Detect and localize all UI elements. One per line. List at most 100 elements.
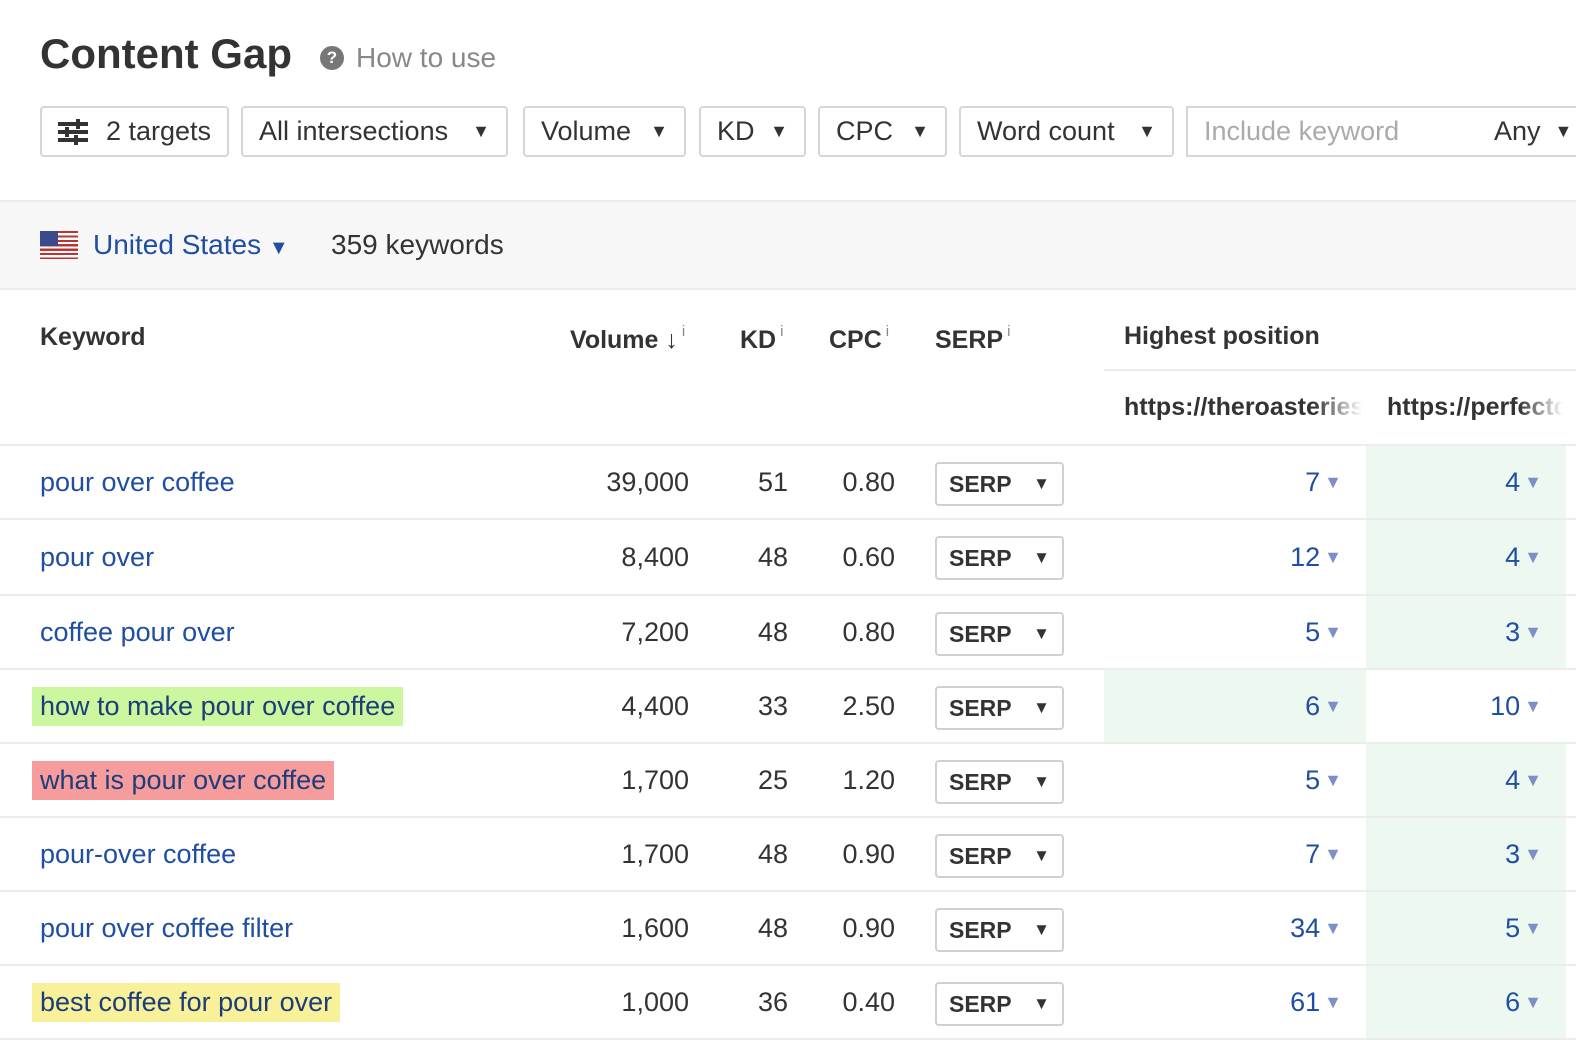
volume-filter[interactable]: Volume ▼ — [523, 106, 686, 157]
target1-position[interactable]: 5 ▼ — [1104, 744, 1366, 816]
country-dropdown[interactable]: United States ▼ — [93, 229, 289, 261]
caret-down-icon: ▼ — [1524, 695, 1542, 716]
serp-label: SERP — [949, 990, 1012, 1017]
cpc-header[interactable]: CPC i — [829, 323, 889, 355]
table-row: pour-over coffee 1,700 48 0.90 SERP ▼ 7 ▼ … — [0, 818, 1576, 892]
target2-header: https://perfectdailygrind.com — [1387, 393, 1563, 421]
intersections-dropdown[interactable]: All intersections ▼ — [241, 106, 508, 157]
cpc-cell: 0.60 — [842, 541, 895, 572]
serp-button[interactable]: SERP ▼ — [935, 536, 1064, 580]
how-to-use-link[interactable]: How to use — [356, 42, 497, 73]
caret-down-icon: ▼ — [1033, 846, 1050, 865]
keyword-link[interactable]: what is pour over coffee — [32, 760, 335, 800]
keyword-cell: how to make pour over coffee — [32, 670, 404, 742]
caret-down-icon: ▼ — [1524, 991, 1542, 1012]
position-value: 3 — [1505, 616, 1521, 647]
caret-down-icon: ▼ — [1324, 769, 1342, 790]
table-row: coffee pour over 7,200 48 0.80 SERP ▼ 5 ▼ … — [0, 596, 1576, 670]
keyword-link[interactable]: how to make pour over coffee — [32, 686, 404, 726]
keyword-cell: best coffee for pour over — [32, 966, 341, 1038]
serp-label: SERP — [949, 916, 1012, 943]
table-row: best coffee for pour over 1,000 36 0.40 … — [0, 966, 1576, 1040]
caret-down-icon: ▼ — [1033, 994, 1050, 1013]
include-keyword-input[interactable] — [1204, 116, 1474, 147]
question-circle-icon[interactable]: ? — [320, 46, 344, 70]
volume-cell: 1,000 — [621, 986, 689, 1017]
table-row: what is pour over coffee 1,700 25 1.20 S… — [0, 744, 1576, 818]
serp-button[interactable]: SERP ▼ — [935, 908, 1064, 952]
info-icon: i — [1007, 323, 1011, 340]
caret-down-icon: ▼ — [1324, 695, 1342, 716]
keyword-link[interactable]: coffee pour over — [40, 616, 235, 647]
targets-button[interactable]: 2 targets — [40, 106, 229, 157]
serp-button[interactable]: SERP ▼ — [935, 982, 1064, 1026]
target1-position[interactable]: 34 ▼ — [1104, 892, 1366, 964]
info-icon: i — [780, 323, 784, 340]
kd-filter[interactable]: KD ▼ — [699, 106, 806, 157]
position-value: 10 — [1490, 690, 1521, 721]
target2-position[interactable]: 3 ▼ — [1366, 596, 1566, 668]
caret-down-icon: ▼ — [770, 121, 788, 141]
caret-down-icon: ▼ — [1524, 843, 1542, 864]
caret-down-icon: ▼ — [1524, 621, 1542, 642]
kd-header[interactable]: KD i — [740, 323, 783, 355]
targets-label: 2 targets — [105, 116, 211, 146]
serp-header-label: SERP — [935, 326, 1004, 354]
include-mode-dropdown[interactable]: Any — [1494, 116, 1541, 146]
serp-label: SERP — [949, 694, 1012, 721]
cpc-filter[interactable]: CPC ▼ — [818, 106, 947, 157]
caret-down-icon: ▼ — [1524, 471, 1542, 492]
target2-position[interactable]: 3 ▼ — [1366, 818, 1566, 890]
position-value: 7 — [1305, 838, 1321, 869]
keywords-count: 359 keywords — [331, 229, 504, 260]
volume-cell: 39,000 — [606, 466, 689, 497]
sort-desc-icon: ↓ — [665, 326, 678, 354]
kd-cell: 33 — [757, 690, 788, 721]
serp-button[interactable]: SERP ▼ — [935, 462, 1064, 506]
target1-position[interactable]: 6 ▼ — [1104, 670, 1366, 742]
caret-down-icon: ▼ — [1554, 121, 1573, 141]
target2-position[interactable]: 4 ▼ — [1366, 744, 1566, 816]
keyword-link[interactable]: pour over coffee filter — [40, 912, 294, 943]
location-bar — [0, 200, 1576, 290]
target1-position[interactable]: 7 ▼ — [1104, 446, 1366, 518]
include-keyword-filter: Any ▼ — [1186, 106, 1576, 157]
target2-position[interactable]: 6 ▼ — [1366, 966, 1566, 1038]
cpc-label: CPC — [836, 116, 894, 146]
position-value: 3 — [1505, 838, 1521, 869]
keyword-link[interactable]: pour over — [40, 541, 155, 572]
info-icon: i — [885, 323, 890, 340]
serp-button[interactable]: SERP ▼ — [935, 760, 1064, 804]
cpc-cell: 1.20 — [842, 764, 895, 795]
position-value: 6 — [1305, 690, 1321, 721]
us-flag-icon — [40, 231, 78, 259]
volume-header[interactable]: Volume ↓ i — [570, 323, 685, 355]
target1-position[interactable]: 5 ▼ — [1104, 596, 1366, 668]
keyword-link[interactable]: pour-over coffee — [40, 838, 237, 869]
page-title: Content Gap — [40, 30, 292, 77]
target2-position[interactable]: 5 ▼ — [1366, 892, 1566, 964]
serp-button[interactable]: SERP ▼ — [935, 686, 1064, 730]
serp-button[interactable]: SERP ▼ — [935, 612, 1064, 656]
keyword-link[interactable]: pour over coffee — [40, 466, 235, 497]
target2-position[interactable]: 4 ▼ — [1366, 446, 1566, 518]
caret-down-icon: ▼ — [1524, 917, 1542, 938]
target1-position[interactable]: 61 ▼ — [1104, 966, 1366, 1038]
target2-position[interactable]: 4 ▼ — [1366, 520, 1566, 594]
target1-position[interactable]: 12 ▼ — [1104, 520, 1366, 594]
keyword-link[interactable]: best coffee for pour over — [32, 982, 341, 1022]
serp-label: SERP — [949, 620, 1012, 647]
word-count-filter[interactable]: Word count ▼ — [959, 106, 1174, 157]
kd-header-label: KD — [740, 326, 777, 354]
intersections-label: All intersections — [259, 116, 449, 146]
volume-cell: 8,400 — [621, 541, 689, 572]
serp-button[interactable]: SERP ▼ — [935, 834, 1064, 878]
caret-down-icon: ▼ — [1033, 474, 1050, 493]
serp-label: SERP — [949, 768, 1012, 795]
volume-cell: 4,400 — [621, 690, 689, 721]
caret-down-icon: ▼ — [1324, 917, 1342, 938]
kd-cell: 48 — [757, 541, 788, 572]
target1-position[interactable]: 7 ▼ — [1104, 818, 1366, 890]
serp-label: SERP — [949, 544, 1012, 571]
target2-position[interactable]: 10 ▼ — [1366, 670, 1566, 742]
